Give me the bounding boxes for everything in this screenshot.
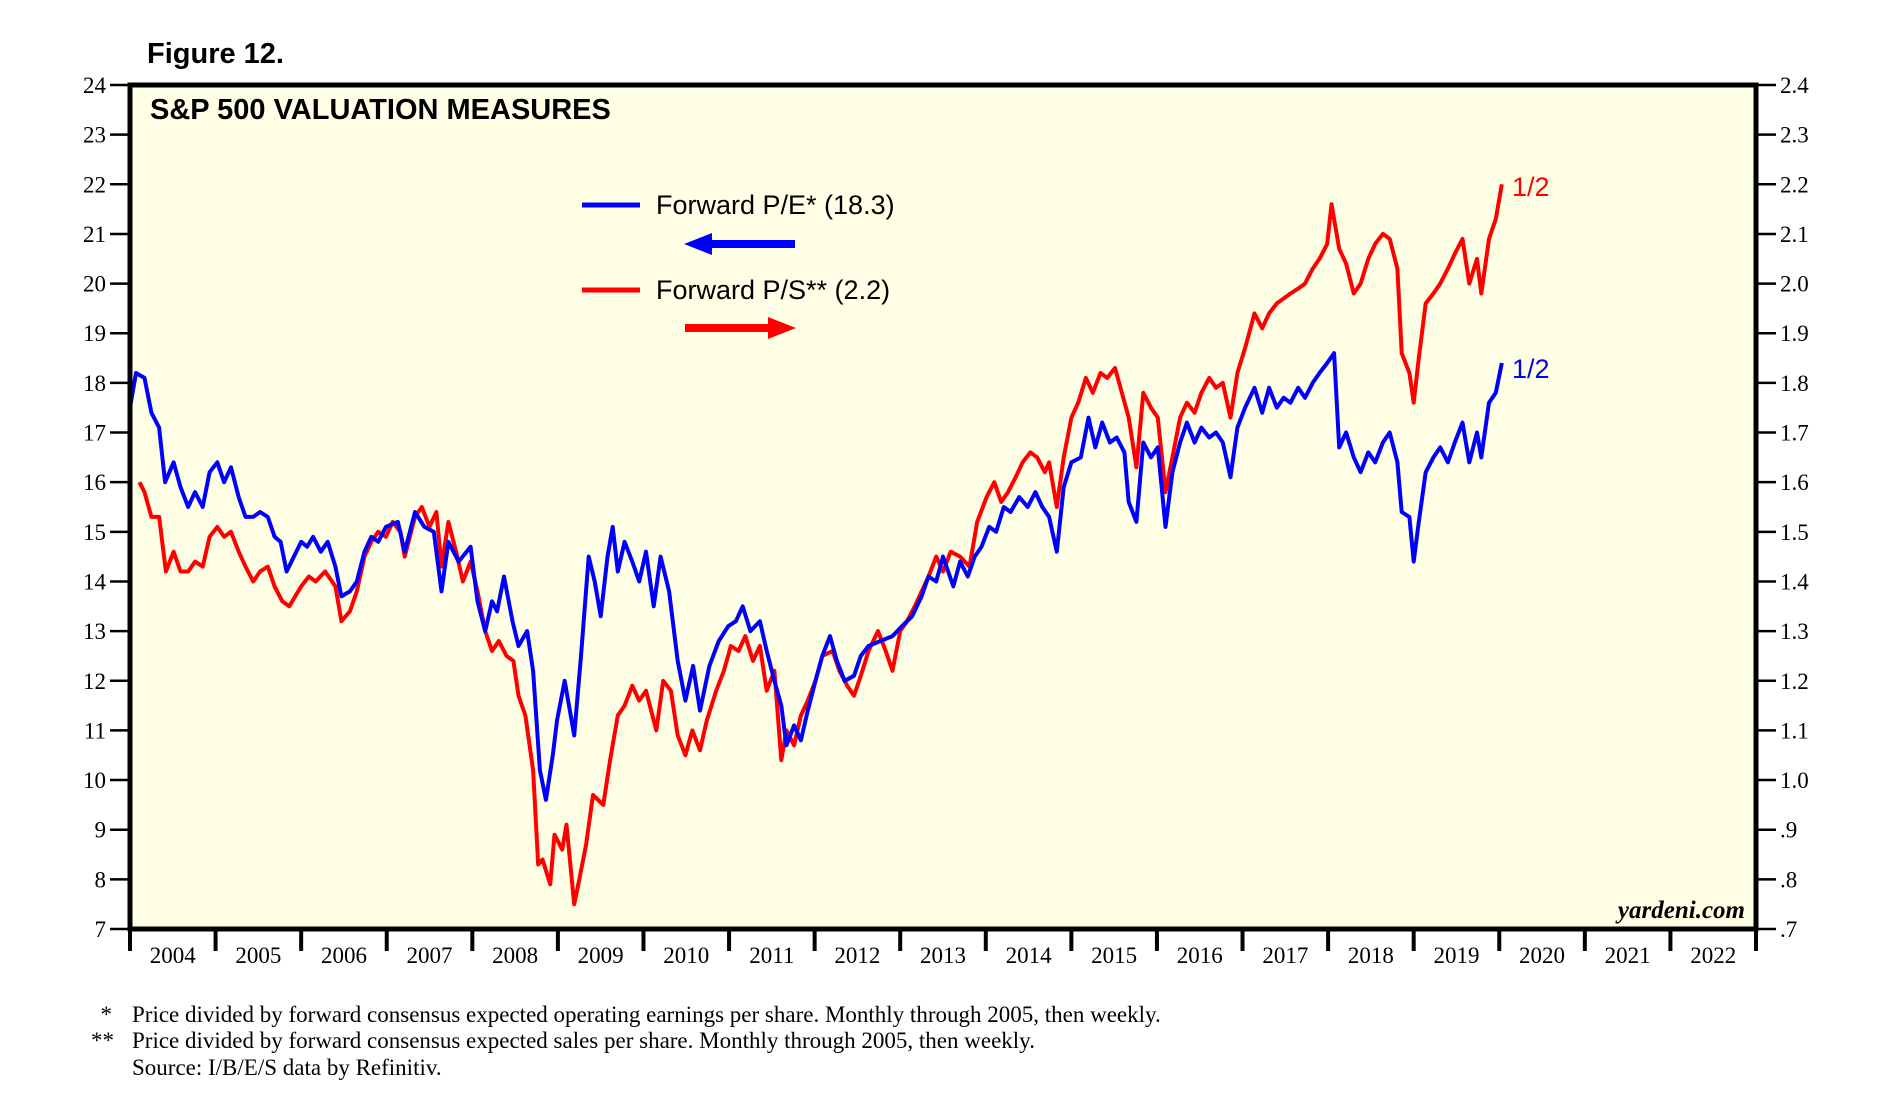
y-right-tick-label: 2.4 — [1780, 73, 1809, 98]
y-right-tick-label: 2.3 — [1780, 123, 1809, 148]
y-right-tick-label: 1.9 — [1780, 321, 1809, 346]
y-right-tick-label: 1.0 — [1780, 768, 1809, 793]
yardeni-watermark: yardeni.com — [1615, 897, 1745, 924]
footnote-text: Price divided by forward consensus expec… — [132, 1002, 1161, 1027]
x-tick-label: 2012 — [834, 943, 880, 968]
y-left-tick-label: 14 — [83, 569, 107, 594]
y-left-tick-label: 22 — [83, 172, 106, 197]
y-right-tick-label: .8 — [1780, 867, 1797, 892]
figure-label: Figure 12. — [147, 38, 284, 70]
footnote-mark: ** — [91, 1028, 114, 1053]
y-left-tick-label: 18 — [83, 371, 106, 396]
x-tick-label: 2018 — [1348, 943, 1394, 968]
footnotes: * Price divided by forward consensus exp… — [91, 1002, 1161, 1080]
left-arrow-icon — [684, 233, 795, 255]
y-left-tick-label: 24 — [83, 73, 107, 98]
y-left-tick-label: 23 — [83, 123, 106, 148]
forward-pe-line — [128, 351, 1504, 802]
x-tick-label: 2006 — [321, 943, 367, 968]
plot-area — [130, 85, 1756, 929]
footnote-text: Price divided by forward consensus expec… — [132, 1028, 1035, 1053]
y-left-tick-label: 15 — [83, 520, 106, 545]
x-tick-label: 2016 — [1177, 943, 1223, 968]
y-right-tick-label: 2.0 — [1780, 272, 1809, 297]
x-tick-label: 2015 — [1091, 943, 1137, 968]
y-right-tick-label: 2.2 — [1780, 172, 1809, 197]
y-right-tick-label: .7 — [1780, 917, 1797, 942]
y-right-tick-label: 1.8 — [1780, 371, 1809, 396]
y-right-tick-label: 2.1 — [1780, 222, 1809, 247]
x-tick-label: 2007 — [407, 943, 453, 968]
x-tick-label: 2009 — [578, 943, 624, 968]
y-left-tick-label: 10 — [83, 768, 106, 793]
y-left-tick-label: 20 — [83, 272, 106, 297]
x-tick-label: 2004 — [150, 943, 197, 968]
y-right-tick-label: .9 — [1780, 818, 1797, 843]
y-right-tick-label: 1.3 — [1780, 619, 1809, 644]
right-arrow-icon — [685, 317, 796, 339]
x-tick-label: 2010 — [663, 943, 709, 968]
y-left-tick-label: 11 — [84, 718, 106, 743]
plot-frame — [127, 82, 1759, 932]
legend-label-pe: Forward P/E* (18.3) — [656, 190, 895, 220]
y-left-tick-label: 8 — [95, 867, 107, 892]
y-right-tick-label: 1.2 — [1780, 669, 1809, 694]
y-right-tick-label: 1.6 — [1780, 470, 1809, 495]
pe-end-label: 1/2 — [1512, 354, 1550, 384]
x-tick-label: 2019 — [1433, 943, 1479, 968]
y-left-tick-label: 9 — [95, 818, 107, 843]
y-left-tick-label: 21 — [83, 222, 106, 247]
x-tick-label: 2021 — [1605, 943, 1651, 968]
y-right-tick-label: 1.7 — [1780, 421, 1809, 446]
x-tick-label: 2014 — [1006, 943, 1053, 968]
y-left-tick-label: 12 — [83, 669, 106, 694]
x-tick-label: 2022 — [1690, 943, 1736, 968]
y-left-tick-label: 19 — [83, 321, 106, 346]
y-right-tick-label: 1.1 — [1780, 718, 1809, 743]
y-left-tick-label: 17 — [83, 421, 106, 446]
x-tick-label: 2005 — [235, 943, 281, 968]
footnote-mark: * — [101, 1002, 113, 1027]
x-tick-label: 2017 — [1262, 943, 1308, 968]
y-left-tick-label: 16 — [83, 470, 106, 495]
x-tick-label: 2020 — [1519, 943, 1565, 968]
legend-label-ps: Forward P/S** (2.2) — [656, 275, 890, 305]
y-left-tick-label: 13 — [83, 619, 106, 644]
x-tick-label: 2011 — [749, 943, 794, 968]
y-left-tick-label: 7 — [95, 917, 107, 942]
x-tick-label: 2008 — [492, 943, 538, 968]
x-tick-label: 2013 — [920, 943, 966, 968]
y-right-tick-label: 1.5 — [1780, 520, 1809, 545]
chart-title: S&P 500 VALUATION MEASURES — [150, 94, 611, 126]
y-right-tick-label: 1.4 — [1780, 569, 1809, 594]
source-note: Source: I/B/E/S data by Refinitiv. — [132, 1055, 442, 1080]
ps-end-label: 1/2 — [1512, 172, 1550, 202]
